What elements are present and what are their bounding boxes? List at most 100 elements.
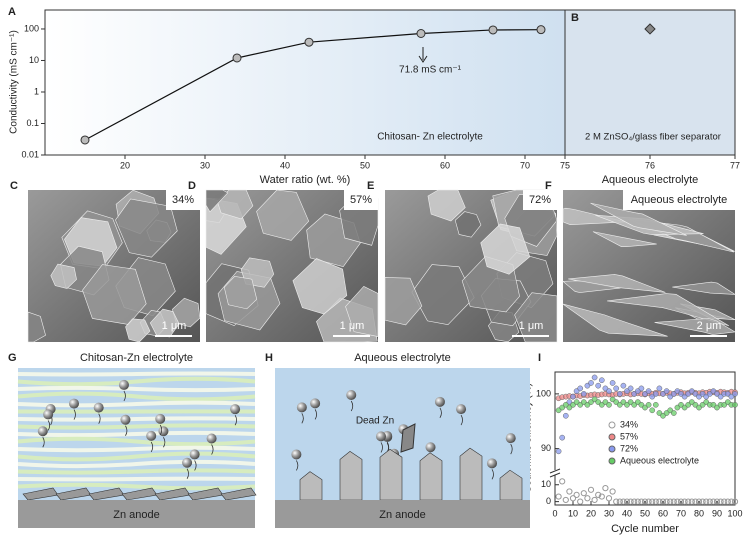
data-point [667, 498, 674, 505]
grain [172, 297, 201, 328]
data-point [659, 498, 667, 505]
data-point [652, 498, 659, 505]
data-point [638, 498, 645, 505]
data-point [562, 496, 569, 504]
zn-ion [37, 426, 48, 437]
legend-marker [608, 445, 616, 453]
note: 2 M ZnSO₄/glass fiber separator [585, 132, 721, 143]
data-point [304, 37, 314, 47]
data-point [616, 391, 623, 397]
zn-ion [310, 398, 321, 409]
data-point [609, 380, 616, 386]
x-tick-label: 20 [120, 160, 130, 170]
data-point [616, 498, 623, 505]
polymer-chain [17, 459, 256, 469]
data-point [627, 385, 634, 392]
label-box [344, 190, 378, 210]
ion-path [125, 425, 128, 436]
y-tick-label: 0.1 [26, 118, 39, 128]
polymer-chain [17, 476, 256, 482]
polymer-chain [17, 436, 256, 447]
callout: Dead Zn [356, 416, 394, 427]
x-tick-label: 30 [604, 508, 614, 518]
zn-ion [487, 458, 498, 469]
data-point [232, 53, 242, 63]
y-tick-label: 100 [536, 388, 551, 398]
label-box [523, 190, 557, 210]
data-point [605, 495, 613, 502]
data-point [663, 498, 670, 505]
schematic-title: Aqueous electrolyte [354, 352, 451, 364]
dendrite [379, 448, 403, 501]
grain [454, 211, 482, 238]
zn-ion [69, 398, 80, 409]
y-tick-label: 10 [29, 55, 39, 65]
polymer-chain [17, 482, 256, 491]
data-point [732, 401, 738, 408]
data-point [656, 498, 663, 505]
data-point [717, 498, 724, 505]
dead-zn [400, 423, 416, 453]
data-point [681, 498, 688, 505]
plot-bg [45, 10, 565, 155]
y-tick-label: 0 [546, 496, 551, 506]
legend-label: 34% [620, 419, 638, 429]
polymer-chain [17, 391, 256, 402]
data-point [559, 478, 566, 485]
data-point [536, 25, 546, 35]
polymer-chain [17, 400, 256, 408]
x-tick-label: 0 [552, 508, 557, 518]
legend-marker [608, 421, 616, 429]
grain [292, 258, 348, 315]
data-point [732, 391, 738, 397]
x-axis-label: Aqueous electrolyte [602, 174, 699, 186]
data-point [688, 498, 695, 505]
x-tick-label: 10 [568, 508, 578, 518]
scale-bar-label: 1 μm [519, 320, 544, 332]
panel-label: F [545, 180, 552, 192]
y-tick-label: 10 [541, 479, 551, 489]
legend-marker [608, 433, 616, 441]
x-tick-label: 100 [727, 508, 742, 518]
data-point [703, 498, 710, 505]
ion-path [98, 413, 101, 424]
y-tick-label: 1 [34, 86, 39, 96]
axis-break [551, 470, 559, 475]
x-tick-label: 50 [640, 508, 650, 518]
data-point [724, 498, 731, 505]
data-point [713, 498, 721, 505]
ion-path [491, 469, 494, 480]
data-point [598, 377, 605, 384]
label-box [623, 190, 735, 210]
ion-path [159, 424, 163, 436]
zn-ion [230, 404, 241, 415]
ion-path [439, 407, 442, 419]
zn-ion [291, 449, 302, 460]
data-point [638, 385, 645, 392]
data-point [620, 498, 627, 505]
scale-bar-label: 2 μm [697, 320, 722, 332]
ion-path [296, 460, 299, 471]
data-point [731, 498, 739, 505]
data-point [555, 493, 562, 500]
grain [590, 202, 687, 236]
grain [345, 285, 379, 337]
grain [562, 280, 621, 293]
axes-frame [44, 9, 736, 156]
zn-ion [158, 426, 169, 437]
zn-ion [182, 457, 193, 468]
schematic-title: Chitosan-Zn electrolyte [80, 352, 193, 364]
data-point [566, 488, 573, 495]
data-point [555, 448, 562, 455]
substrate [18, 500, 255, 528]
annotation-arrow [418, 55, 428, 63]
zn-ion [118, 379, 129, 390]
data-point [634, 498, 641, 505]
legend-label: 57% [620, 431, 638, 441]
grain [562, 303, 668, 337]
data-point [595, 491, 602, 498]
data-point [602, 485, 609, 492]
dendrite [459, 447, 483, 501]
data-point [598, 493, 605, 500]
